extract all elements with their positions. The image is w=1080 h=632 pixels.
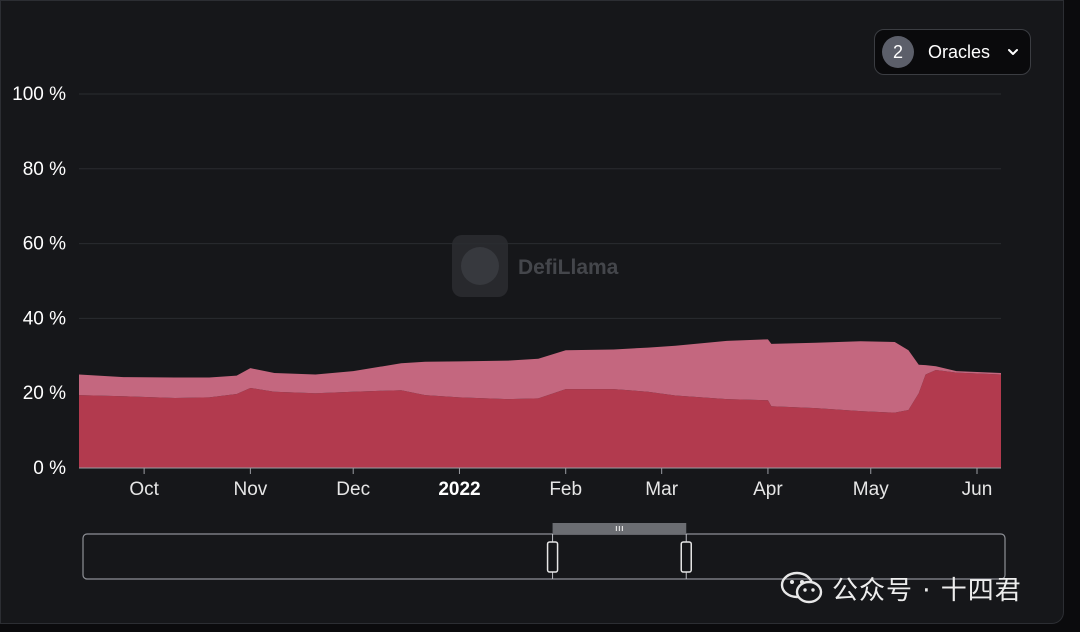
watermark: DefiLlama: [452, 235, 619, 297]
wechat-credit: 公众号 · 十四君: [780, 568, 1022, 608]
oracles-dropdown-button[interactable]: 2 Oracles: [874, 29, 1031, 75]
brush-handle[interactable]: [680, 541, 692, 573]
wechat-icon: [780, 571, 823, 604]
y-tick-label: 60 %: [23, 234, 66, 255]
zoom-brush[interactable]: [546, 523, 692, 579]
x-tick-label: Mar: [645, 479, 678, 500]
footer-credit-text: 公众号 · 十四君: [832, 575, 1022, 606]
x-tick-label: Jun: [962, 479, 993, 500]
x-tick-label: 2022: [438, 479, 480, 500]
brush-handle[interactable]: [546, 541, 559, 573]
y-tick-label: 80 %: [23, 159, 66, 180]
x-tick-label: Apr: [753, 479, 783, 500]
y-axis-ticks: 0 % 20 % 40 % 60 % 80 % 100 %: [12, 84, 66, 479]
zoom-slider-track[interactable]: [82, 533, 1006, 580]
llama-logo-icon: [461, 247, 499, 285]
x-tick-label: Nov: [233, 479, 267, 500]
y-tick-label: 0 %: [33, 458, 66, 479]
x-tick-label: Feb: [549, 479, 582, 500]
oracles-label: Oracles: [928, 41, 991, 62]
x-tick-label: Dec: [336, 479, 370, 500]
area-series-path: [79, 339, 1001, 413]
x-tick-label: Oct: [129, 479, 159, 500]
x-axis-ticks: Oct Nov Dec 2022 Feb Mar Apr May Jun: [129, 468, 992, 500]
chart-panel: [0, 0, 1064, 624]
watermark-text: DefiLlama: [518, 256, 619, 279]
y-tick-label: 100 %: [12, 84, 66, 105]
y-tick-label: 20 %: [23, 383, 66, 404]
area-series: [79, 339, 1001, 468]
area-series-path: [79, 370, 1001, 468]
y-tick-label: 40 %: [23, 308, 66, 329]
x-tick-label: May: [853, 479, 889, 500]
oracles-count-badge: 2: [882, 36, 914, 68]
chevron-down-icon: [1008, 49, 1018, 55]
